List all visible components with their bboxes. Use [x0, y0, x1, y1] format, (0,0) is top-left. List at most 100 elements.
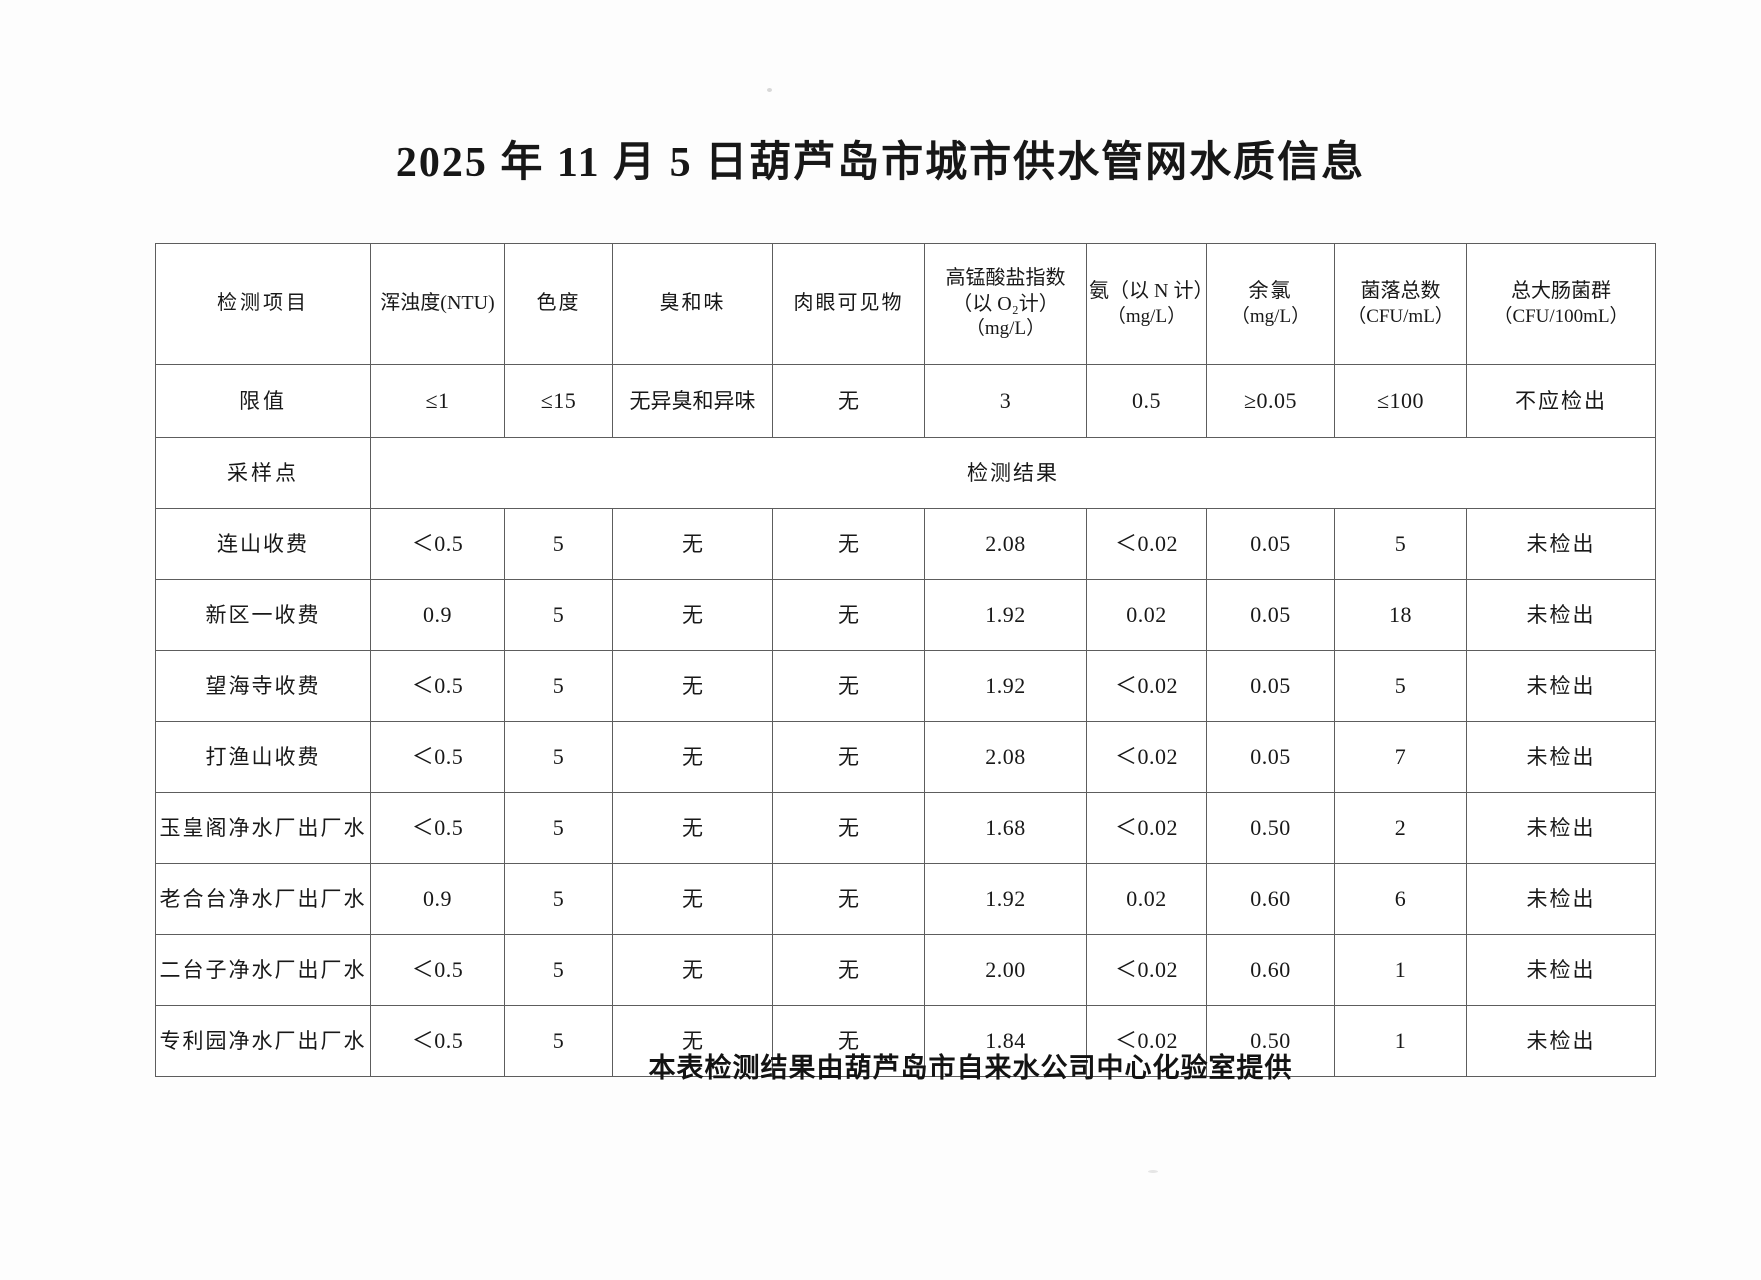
row-turbidity: ＜0.5: [370, 1005, 505, 1077]
header-ammonia-lines: 氨（以 N 计） （mg/L）: [1089, 279, 1213, 329]
odor-value: 无: [682, 531, 703, 556]
limit-ammonia: 0.5: [1086, 364, 1207, 438]
turbidity-value: ＜0.5: [411, 672, 464, 698]
row-turbidity: ＜0.5: [370, 721, 505, 793]
ammonia-value: ＜0.02: [1114, 956, 1178, 982]
chroma-value: 5: [552, 885, 565, 911]
row-colony-count: 2: [1334, 792, 1467, 864]
header-test-item: 检测项目: [155, 243, 371, 365]
header-total-coliform: 总大肠菌群 （CFU/100mL）: [1466, 243, 1656, 365]
visible-matter-value: 无: [838, 673, 859, 698]
row-permanganate: 1.84: [924, 1005, 1087, 1077]
header-permanganate-lines: 高锰酸盐指数 （以 O₂计） （mg/L）: [927, 266, 1084, 342]
chroma-value: 5: [552, 1027, 565, 1053]
odor-value: 无: [682, 815, 703, 840]
scan-speck: [767, 88, 772, 92]
permanganate-value: 2.08: [985, 743, 1026, 769]
row-turbidity: ＜0.5: [370, 934, 505, 1006]
odor-value: 无: [682, 602, 703, 627]
row-site: 老合台净水厂出厂水: [155, 863, 371, 935]
table-row: 新区一收费 0.9 5 无 无 1.92 0.02 0.05 18 未检出: [155, 579, 1656, 651]
scan-speck: [1148, 1170, 1158, 1173]
footer-note-text: 本表检测结果由葫芦岛市自来水公司中心化验室提供: [648, 1053, 1293, 1083]
table-row: 望海寺收费 ＜0.5 5 无 无 1.92 ＜0.02 0.05 5 未检出: [155, 650, 1656, 722]
row-odor: 无: [612, 508, 773, 580]
row-chroma: 5: [504, 1005, 613, 1077]
row-chroma: 5: [504, 792, 613, 864]
turbidity-value: ＜0.5: [411, 1027, 464, 1053]
row-residual-chlorine: 0.05: [1206, 579, 1335, 651]
row-residual-chlorine: 0.50: [1206, 792, 1335, 864]
ammonia-value: ＜0.02: [1114, 743, 1178, 769]
row-total-coliform: 未检出: [1466, 650, 1656, 722]
site-name: 二台子净水厂出厂水: [159, 957, 367, 982]
visible-matter-value: 无: [838, 957, 859, 982]
row-site: 新区一收费: [155, 579, 371, 651]
row-total-coliform: 未检出: [1466, 934, 1656, 1006]
turbidity-value: 0.9: [423, 885, 452, 911]
site-name: 新区一收费: [205, 602, 321, 627]
row-odor: 无: [612, 721, 773, 793]
total-coliform-value: 未检出: [1526, 744, 1596, 769]
row-ammonia: ＜0.02: [1086, 934, 1207, 1006]
residual-chlorine-value: 0.05: [1250, 530, 1291, 556]
row-odor: 无: [612, 934, 773, 1006]
limit-row-label: 限值: [155, 364, 371, 438]
header-permanganate-line3: （mg/L）: [965, 318, 1046, 340]
permanganate-value: 1.68: [985, 814, 1026, 840]
permanganate-value: 1.92: [985, 672, 1026, 698]
turbidity-value: ＜0.5: [411, 814, 464, 840]
row-permanganate: 1.68: [924, 792, 1087, 864]
site-name: 老合台净水厂出厂水: [159, 886, 367, 911]
row-visible-matter: 无: [772, 579, 925, 651]
row-permanganate: 1.92: [924, 863, 1087, 935]
visible-matter-value: 无: [838, 815, 859, 840]
colony-count-value: 7: [1394, 743, 1407, 769]
row-ammonia: ＜0.02: [1086, 1005, 1207, 1077]
row-visible-matter: 无: [772, 508, 925, 580]
header-total-coliform-lines: 总大肠菌群 （CFU/100mL）: [1469, 279, 1653, 329]
odor-value: 无: [682, 957, 703, 982]
total-coliform-value: 未检出: [1526, 957, 1596, 982]
header-residual-chlorine-lines: 余氯 （mg/L）: [1209, 279, 1332, 329]
header-chroma: 色度: [504, 243, 613, 365]
row-permanganate: 2.08: [924, 508, 1087, 580]
water-quality-table-container: 检测项目 浑浊度(NTU) 色度 臭和味 肉眼可见物 高锰酸盐指数 （以 O₂计…: [155, 243, 1656, 1077]
row-odor: 无: [612, 792, 773, 864]
chroma-value: 5: [552, 601, 565, 627]
ammonia-value: ＜0.02: [1114, 672, 1178, 698]
chroma-value: 5: [552, 743, 565, 769]
row-ammonia: 0.02: [1086, 579, 1207, 651]
row-ammonia: ＜0.02: [1086, 792, 1207, 864]
limit-odor: 无异臭和异味: [612, 364, 773, 438]
limit-turbidity-value: ≤1: [425, 387, 450, 413]
row-visible-matter: 无: [772, 721, 925, 793]
site-name: 望海寺收费: [205, 673, 321, 698]
row-turbidity: 0.9: [370, 579, 505, 651]
row-site: 二台子净水厂出厂水: [155, 934, 371, 1006]
colony-count-value: 18: [1389, 601, 1412, 627]
row-colony-count: 5: [1334, 650, 1467, 722]
header-chroma-label: 色度: [536, 292, 581, 315]
row-residual-chlorine: 0.05: [1206, 721, 1335, 793]
row-odor: 无: [612, 1005, 773, 1077]
colony-count-value: 2: [1394, 814, 1407, 840]
header-residual-chlorine-line1: 余氯: [1248, 280, 1293, 303]
row-ammonia: ＜0.02: [1086, 650, 1207, 722]
permanganate-value: 1.92: [985, 885, 1026, 911]
row-site: 专利园净水厂出厂水: [155, 1005, 371, 1077]
chroma-value: 5: [552, 956, 565, 982]
turbidity-value: ＜0.5: [411, 530, 464, 556]
row-ammonia: ＜0.02: [1086, 721, 1207, 793]
header-odor: 臭和味: [612, 243, 773, 365]
site-name: 玉皇阁净水厂出厂水: [159, 815, 367, 840]
row-visible-matter: 无: [772, 792, 925, 864]
row-turbidity: 0.9: [370, 863, 505, 935]
row-permanganate: 1.92: [924, 579, 1087, 651]
table-row: 打渔山收费 ＜0.5 5 无 无 2.08 ＜0.02 0.05 7 未检出: [155, 721, 1656, 793]
residual-chlorine-value: 0.50: [1250, 1027, 1291, 1053]
limit-permanganate-value: 3: [999, 387, 1012, 413]
row-turbidity: ＜0.5: [370, 792, 505, 864]
limit-ammonia-value: 0.5: [1132, 387, 1161, 413]
